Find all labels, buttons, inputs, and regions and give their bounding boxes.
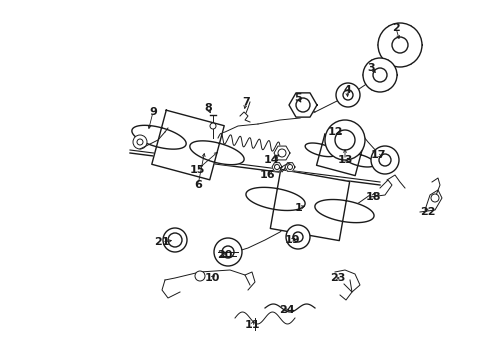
Circle shape: [378, 23, 422, 67]
Circle shape: [293, 232, 303, 242]
Circle shape: [389, 34, 411, 56]
Circle shape: [373, 68, 387, 82]
Text: 19: 19: [284, 235, 300, 245]
Text: 15: 15: [189, 165, 205, 175]
Polygon shape: [305, 143, 336, 157]
Circle shape: [222, 246, 234, 258]
Circle shape: [278, 149, 286, 157]
Text: 21: 21: [154, 237, 170, 247]
Text: 4: 4: [343, 85, 351, 95]
Text: 3: 3: [367, 63, 375, 73]
Polygon shape: [363, 60, 397, 90]
Text: 13: 13: [337, 155, 353, 165]
Text: 11: 11: [244, 320, 260, 330]
Circle shape: [392, 37, 408, 53]
Text: 10: 10: [204, 273, 220, 283]
Text: 5: 5: [294, 93, 302, 103]
Text: 7: 7: [242, 97, 250, 107]
Circle shape: [133, 135, 147, 149]
Polygon shape: [274, 146, 290, 160]
Circle shape: [363, 58, 397, 92]
Circle shape: [336, 83, 360, 107]
Polygon shape: [378, 26, 422, 64]
Polygon shape: [270, 169, 350, 240]
Text: 23: 23: [330, 273, 345, 283]
Text: 6: 6: [194, 180, 202, 190]
Text: 17: 17: [370, 150, 386, 160]
Circle shape: [371, 67, 389, 84]
Text: 14: 14: [263, 155, 279, 165]
Circle shape: [343, 90, 353, 100]
Polygon shape: [285, 163, 295, 171]
Polygon shape: [132, 125, 186, 149]
Circle shape: [210, 123, 216, 129]
Polygon shape: [289, 93, 317, 117]
Circle shape: [214, 238, 242, 266]
Text: 24: 24: [279, 305, 295, 315]
Circle shape: [371, 146, 399, 174]
Circle shape: [168, 233, 182, 247]
Polygon shape: [317, 134, 364, 176]
Text: 22: 22: [420, 207, 436, 217]
Text: 16: 16: [259, 170, 275, 180]
Circle shape: [274, 165, 279, 170]
Text: 9: 9: [149, 107, 157, 117]
Circle shape: [137, 139, 143, 145]
Polygon shape: [272, 163, 282, 171]
Circle shape: [431, 194, 439, 202]
Polygon shape: [152, 110, 224, 180]
Circle shape: [286, 225, 310, 249]
Circle shape: [379, 154, 391, 166]
Polygon shape: [246, 187, 305, 211]
Text: 12: 12: [327, 127, 343, 137]
Polygon shape: [344, 153, 375, 167]
Circle shape: [325, 120, 365, 160]
Circle shape: [195, 271, 205, 281]
Circle shape: [163, 228, 187, 252]
Circle shape: [288, 165, 293, 170]
Text: 2: 2: [392, 23, 400, 33]
Circle shape: [296, 98, 310, 112]
Circle shape: [335, 130, 355, 150]
Text: 18: 18: [365, 192, 381, 202]
Polygon shape: [315, 199, 374, 222]
Text: 8: 8: [204, 103, 212, 113]
Text: 1: 1: [295, 203, 303, 213]
Text: 20: 20: [217, 250, 233, 260]
Polygon shape: [190, 141, 244, 165]
